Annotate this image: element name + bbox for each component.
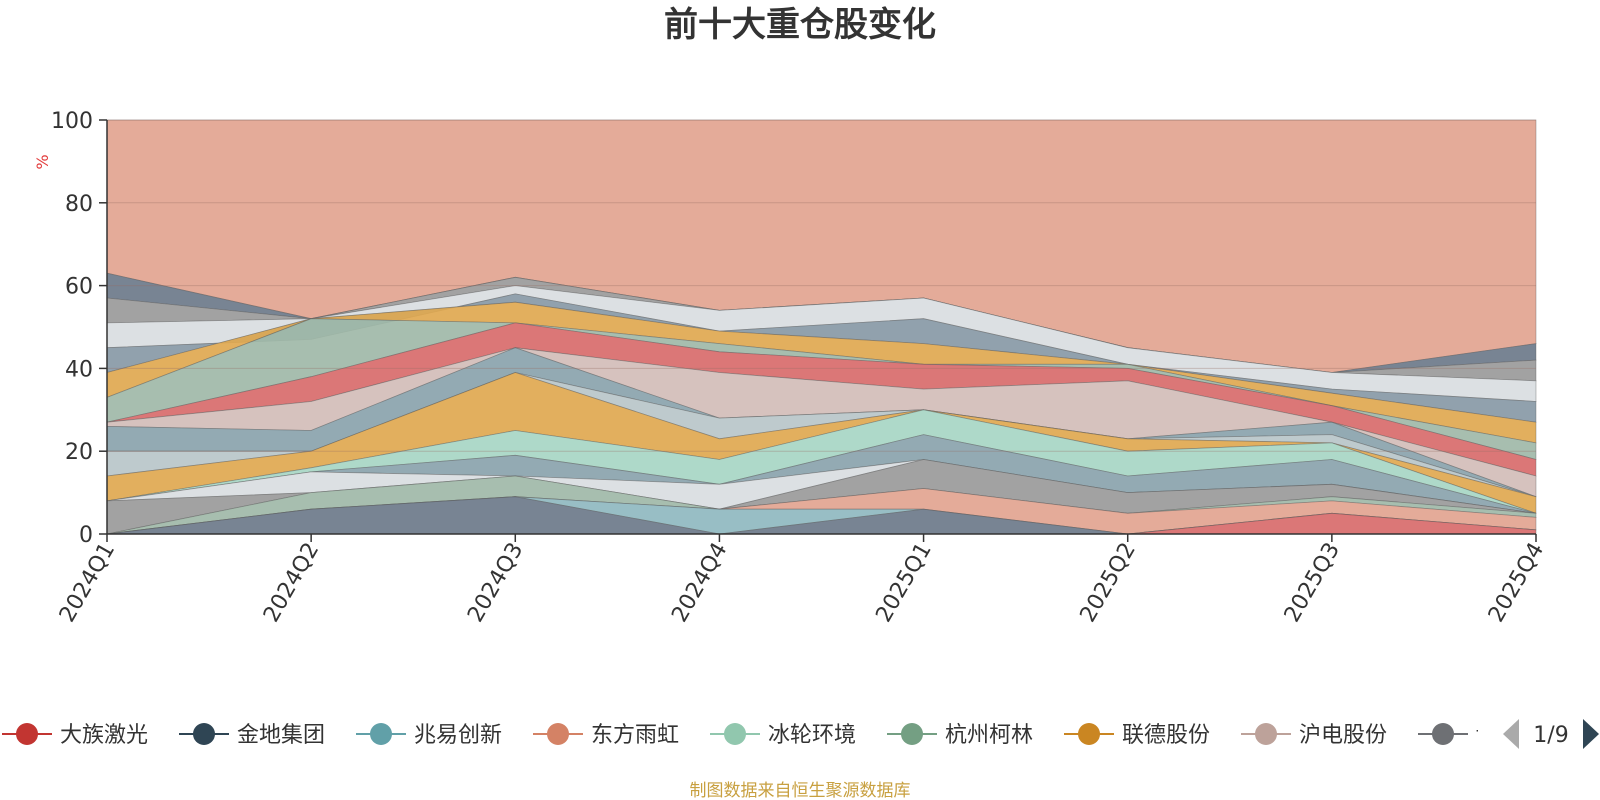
legend-item[interactable]: 杭州柯林 [887,723,1033,748]
legend-marker-icon [547,723,569,745]
legend-page-indicator: 1/9 [1533,723,1568,748]
legend-label: 冰轮环境 [768,723,856,748]
x-tick-label: 2025Q4 [1484,539,1549,627]
data-source-note: 制图数据来自恒生聚源数据库 [690,781,911,800]
grid-lines [107,119,1536,452]
legend-item[interactable]: 兆易创新 [356,723,502,748]
legend-item[interactable]: 东方雨虹 [533,723,679,748]
legend-marker-icon [370,723,392,745]
x-tick-label: 2025Q3 [1280,539,1345,627]
legend-label: 东方雨虹 [591,723,679,748]
x-tick-label: 2025Q1 [871,539,936,627]
legend-item[interactable]: 冰轮环境 [710,723,856,748]
x-tick-label: 2024Q2 [259,539,324,627]
legend[interactable]: 大族激光 金地集团 兆易创新 东方雨虹 冰轮环境 杭州柯林 联德股份 沪电股份 t 1/9 [2,706,1600,762]
x-tick-label: 2024Q4 [667,539,732,627]
legend-marker-icon [1432,723,1454,745]
legend-marker-icon [16,723,38,745]
legend-item[interactable]: 沪电股份 [1241,723,1387,748]
legend-overflow-mask [1478,706,1600,762]
y-axis-unit: % [33,154,52,169]
x-tick-label: 2024Q3 [463,539,528,627]
prev-page-icon[interactable] [1503,719,1519,749]
next-page-icon[interactable] [1583,719,1599,749]
legend-label: 大族激光 [60,723,148,748]
x-tick-label: 2025Q2 [1076,539,1141,627]
legend-label: 金地集团 [237,723,325,748]
legend-marker-icon [724,723,746,745]
chart-title: 前十大重仓股变化 [664,5,936,45]
legend-item[interactable]: 金地集团 [179,723,325,748]
legend-label: 杭州柯林 [945,723,1033,748]
y-tick-label: 100 [51,109,93,134]
legend-label: 兆易创新 [414,723,502,748]
y-tick-label: 60 [65,275,93,300]
legend-marker-icon [901,723,923,745]
y-tick-label: 80 [65,192,93,217]
legend-marker-icon [193,723,215,745]
legend-label: 沪电股份 [1299,723,1387,748]
y-tick-label: 40 [65,357,93,382]
area-layer [106,119,1537,535]
legend-marker-icon [1255,723,1277,745]
legend-item[interactable]: 大族激光 [2,723,148,748]
legend-marker-icon [1078,723,1100,745]
x-tick-label: 2024Q1 [55,539,120,627]
y-tick-label: 20 [65,440,93,465]
y-tick-label: 0 [79,523,93,548]
legend-item[interactable]: t [1418,723,1485,748]
legend-item[interactable]: 联德股份 [1064,723,1210,748]
legend-label: 联德股份 [1122,723,1210,748]
